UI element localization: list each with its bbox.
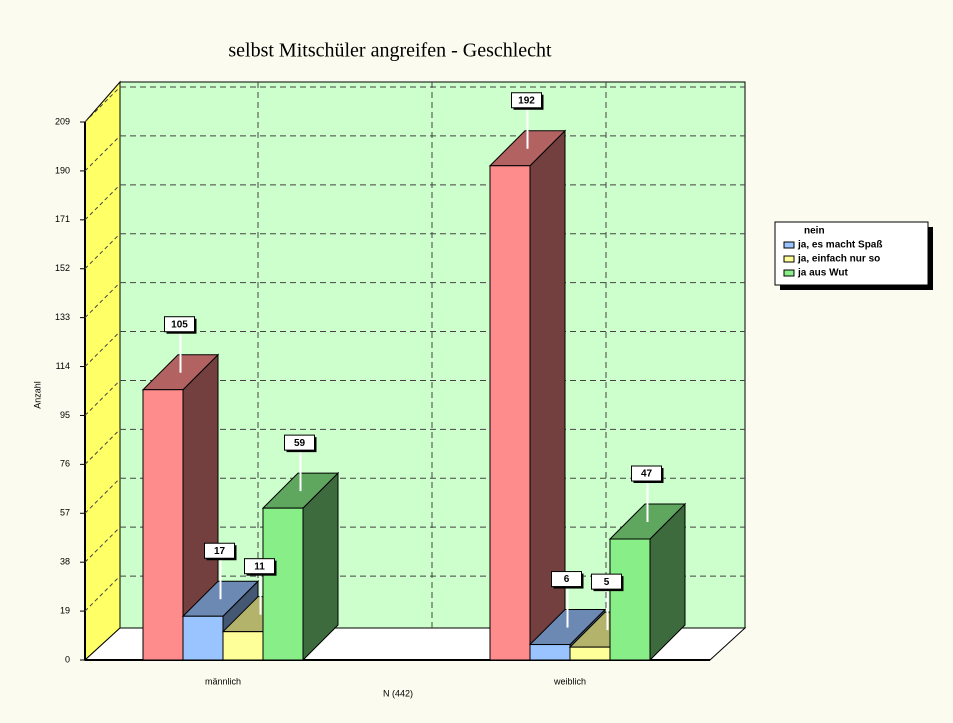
label-box: [284, 434, 315, 451]
bar: [222, 631, 264, 661]
data-label: 105: [171, 319, 188, 330]
grid-line: [84, 86, 121, 123]
y-tick-label: 152: [55, 263, 70, 273]
data-label: 192: [518, 95, 535, 106]
chart-title: selbst Mitschüler angreifen - Geschlecht: [228, 40, 552, 62]
grid-line: [84, 331, 121, 367]
x-tick-label: weiblich: [553, 676, 586, 686]
bar: [182, 615, 224, 661]
grid-line: [84, 526, 121, 563]
y-axis-label: Anzahl: [32, 381, 42, 409]
label-box: [244, 558, 275, 575]
grid-line: [84, 184, 121, 221]
data-label: 47: [641, 469, 653, 480]
grid-line: [84, 282, 121, 318]
legend: [774, 221, 929, 286]
legend-label: ja aus Wut: [797, 268, 848, 279]
data-label: 17: [214, 546, 226, 557]
legend-swatch: [783, 241, 795, 249]
bar: [529, 644, 571, 661]
grid-line: [84, 380, 121, 416]
label-box: [511, 92, 542, 109]
legend-swatch: [783, 255, 795, 263]
bar: [609, 538, 651, 661]
bar: [262, 507, 304, 661]
grid-line: [84, 429, 121, 465]
label-box: [204, 542, 235, 559]
data-label: 11: [254, 561, 265, 572]
x-tick-label: männlich: [205, 676, 241, 686]
legend-label: ja, einfach nur so: [797, 254, 880, 265]
y-tick-label: 38: [60, 557, 70, 567]
legend-label: nein: [804, 226, 825, 237]
y-tick-label: 19: [60, 605, 70, 615]
bar: [569, 646, 611, 661]
bar: [142, 389, 184, 661]
label-box: [631, 465, 662, 482]
y-tick-label: 133: [55, 312, 70, 322]
y-tick-label: 114: [56, 361, 70, 371]
y-tick-label: 95: [60, 410, 70, 420]
bar: [489, 165, 531, 661]
y-tick-label: 57: [60, 508, 70, 518]
y-tick-label: 190: [55, 165, 70, 175]
data-label: 6: [564, 574, 570, 585]
grid-line: [84, 575, 121, 612]
label-box: [591, 573, 622, 590]
legend-label: ja, es macht Spaß: [797, 240, 882, 251]
y-tick-label: 209: [55, 116, 70, 126]
data-label: 59: [294, 438, 306, 449]
y-tick-label: 0: [65, 654, 70, 664]
x-axis-label: N (442): [383, 688, 413, 698]
label-box: [551, 571, 582, 588]
label-box: [164, 316, 195, 333]
data-label: 5: [604, 577, 610, 588]
side-wall: [84, 80, 121, 662]
legend-swatch: [783, 269, 795, 277]
grid-line: [84, 233, 121, 270]
grid-line: [84, 477, 121, 514]
y-tick-label: 171: [55, 214, 70, 224]
y-tick-label: 76: [60, 459, 70, 469]
grid-line: [84, 135, 121, 172]
